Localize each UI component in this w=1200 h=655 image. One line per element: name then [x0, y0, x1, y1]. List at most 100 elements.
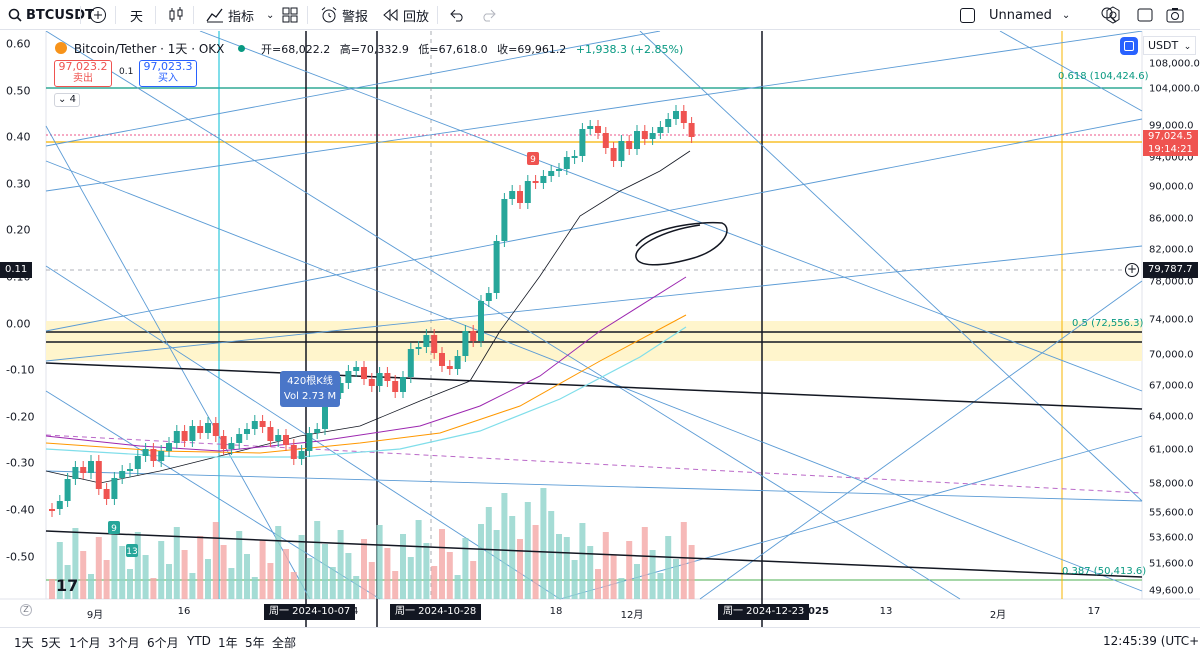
range-button[interactable]: 1天 [14, 636, 34, 650]
volume-bar [571, 560, 578, 599]
volume-bar [532, 525, 539, 599]
candle [563, 157, 570, 169]
candle [673, 111, 679, 119]
candle [212, 423, 219, 436]
volume-bar [283, 549, 289, 599]
auto-scale-button[interactable] [1120, 37, 1138, 55]
time-axis-label: 2月 [989, 610, 1007, 621]
left-axis-label: -0.10 [6, 363, 35, 377]
volume-bar [376, 525, 383, 599]
volume-bar [212, 522, 219, 599]
cursor-price: 79,787.7 [1148, 264, 1193, 275]
currency-button[interactable]: USDT ⌄ [1143, 36, 1197, 55]
range-button[interactable]: YTD [187, 634, 211, 648]
candle [244, 429, 250, 434]
td-count-badge [108, 521, 120, 534]
interval-button[interactable]: 天 [130, 9, 144, 25]
buy-button[interactable]: 97,023.3 买入 [139, 60, 197, 87]
candle [56, 501, 63, 509]
replay-icon [383, 8, 398, 22]
volume-bar [540, 488, 547, 599]
volume-bar [563, 537, 570, 599]
range-button[interactable]: 1年 [218, 636, 238, 650]
alert-button[interactable]: 警报 [320, 0, 368, 30]
volume-bar [431, 566, 438, 599]
settings-gear[interactable] [1104, 0, 1122, 30]
volume-bar [485, 507, 492, 599]
fullscreen-button[interactable] [1136, 0, 1154, 30]
divider [155, 6, 156, 24]
volume-bar [361, 539, 367, 599]
volume-bar [462, 538, 469, 599]
symbol-search[interactable]: BTCUSDT [8, 0, 94, 30]
candle [236, 434, 243, 443]
chart-type-button[interactable] [168, 0, 184, 30]
candle [267, 427, 274, 441]
volume-bar [493, 530, 500, 599]
bar-count-tooltip: 420根K线 Vol 2.73 M [280, 371, 340, 407]
volume-bar [400, 534, 406, 599]
range-button[interactable]: 3个月 [108, 636, 140, 650]
plus-icon[interactable]: + [1125, 262, 1139, 277]
legend-title: Bitcoin/Tether · 1天 · OKX [73, 42, 225, 56]
candle [142, 449, 149, 456]
clock[interactable]: 12:45:39 (UTC+8) [1103, 634, 1200, 648]
chart-canvas[interactable]: 9 13 9 [0, 31, 1200, 627]
range-button[interactable]: 5天 [41, 636, 61, 650]
candles-icon [169, 7, 183, 22]
redo-button[interactable] [481, 0, 497, 30]
market-status-icon [238, 45, 246, 52]
z-icon[interactable]: Z [20, 604, 32, 616]
range-button[interactable]: 5年 [245, 636, 265, 650]
volume-bar [587, 546, 594, 599]
fib-zone [46, 321, 1142, 361]
candle [392, 381, 399, 392]
templates-button[interactable] [282, 0, 298, 30]
candle [275, 435, 282, 441]
buy-price: 97,023.3 [143, 60, 193, 73]
range-button[interactable]: 1个月 [69, 636, 101, 650]
volume-bar [657, 573, 664, 599]
td-count-badge [527, 152, 539, 165]
candle [493, 241, 500, 293]
volume-bar [337, 530, 344, 599]
chevron-down-icon: ⌄ [1183, 42, 1192, 52]
time-axis-label: 2025 [801, 606, 829, 617]
volume-bar [189, 573, 196, 599]
undo-button[interactable] [449, 0, 465, 30]
candle [454, 356, 461, 369]
volume-bar [267, 563, 274, 599]
tradingview-logo[interactable]: 17 [56, 576, 79, 595]
indicators-button[interactable]: 指标 ⌄ [206, 0, 274, 30]
candle [618, 141, 625, 161]
right-axis-label: 51,600.0 [1149, 558, 1194, 570]
range-button[interactable]: 全部 [272, 636, 297, 650]
undo-icon [450, 9, 463, 22]
candle [470, 331, 477, 341]
volume-bar [56, 542, 63, 599]
compare-button[interactable] [89, 0, 107, 30]
candle [251, 421, 258, 429]
volume-bar [228, 568, 235, 599]
volume-bar [134, 532, 141, 599]
volume-bar [205, 559, 211, 599]
volume-bar [517, 539, 523, 599]
range-button[interactable]: 6个月 [147, 636, 179, 650]
candle [283, 435, 289, 445]
divider [80, 6, 81, 24]
candle [205, 423, 211, 433]
replay-button[interactable]: 回放 [383, 0, 429, 30]
right-axis-label: 55,600.0 [1149, 507, 1194, 519]
candle [150, 449, 157, 461]
buy-label: 买入 [158, 73, 178, 84]
chevron-down-icon: ⌄ [1061, 9, 1071, 21]
candle [290, 445, 297, 459]
sell-button[interactable]: 97,023.2 卖出 [54, 60, 112, 87]
indicators-toggle[interactable]: ⌄ 4 [54, 93, 80, 107]
volume-bar [501, 493, 508, 599]
volume-bar [275, 526, 282, 599]
candle [181, 431, 188, 441]
layout-name-button[interactable]: Unnamed ⌄ [960, 0, 1070, 30]
screenshot-button[interactable] [1166, 0, 1184, 30]
